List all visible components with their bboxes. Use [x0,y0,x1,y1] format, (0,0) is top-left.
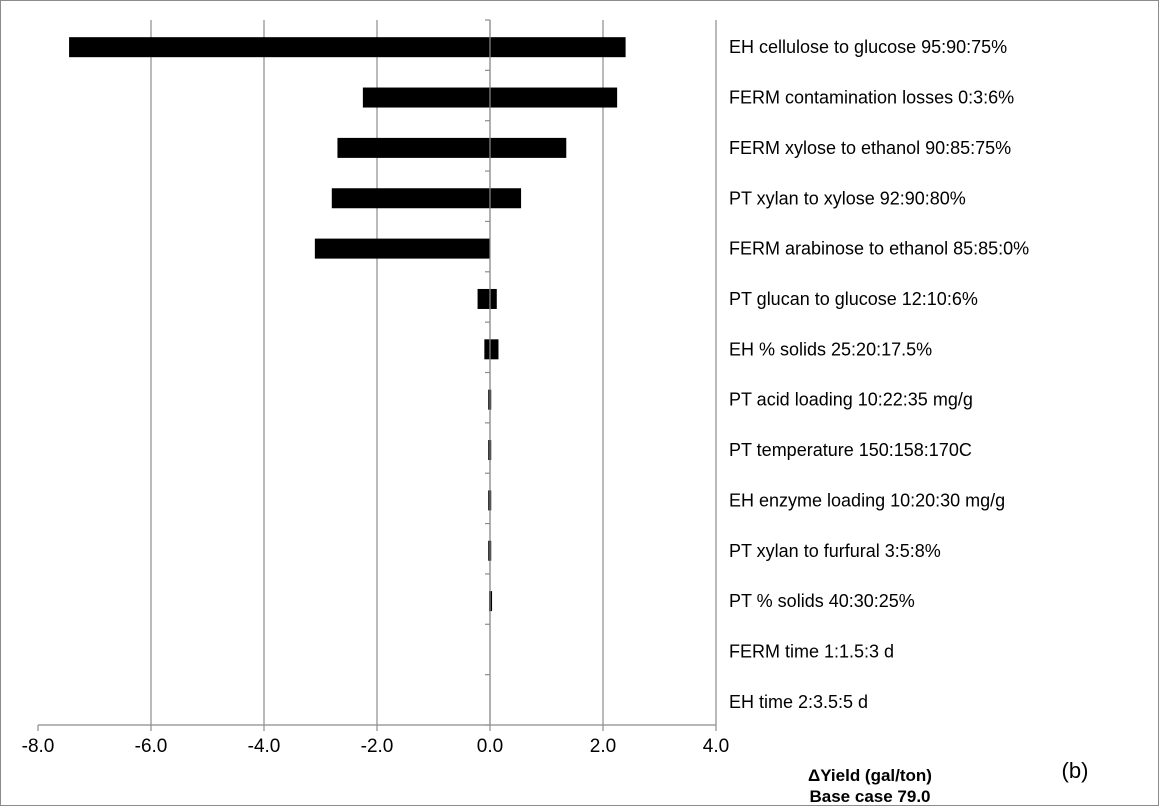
category-label: FERM arabinose to ethanol 85:85:0% [729,239,1029,259]
axes [37,19,717,731]
category-label: PT xylan to furfural 3:5:8% [729,541,941,561]
x-tick-label: -8.0 [22,736,55,757]
category-label: EH time 2:3.5:5 d [729,692,868,712]
bars [69,37,626,612]
category-label: FERM xylose to ethanol 90:85:75% [729,138,1011,158]
bar [484,339,499,360]
x-tick-label: -2.0 [361,736,394,757]
category-label: PT temperature 150:158:170C [729,440,972,460]
gridlines [150,20,717,725]
bar [331,188,522,209]
bar [477,288,497,309]
x-axis-label: ΔYield (gal/ton) [808,766,932,785]
category-label: EH cellulose to glucose 95:90:75% [729,37,1007,57]
x-tick-label: 2.0 [590,736,616,757]
x-tick-label: -4.0 [248,736,281,757]
category-label: FERM time 1:1.5:3 d [729,641,894,661]
base-case-label: Base case 79.0 [810,787,931,806]
category-label: PT % solids 40:30:25% [729,591,915,611]
category-label: PT xylan to xylose 92:90:80% [729,188,966,208]
category-label: FERM contamination losses 0:3:6% [729,88,1014,108]
category-label: PT acid loading 10:22:35 mg/g [729,390,973,410]
bar [314,238,490,259]
x-tick-labels: -8.0 -6.0 -4.0 -2.0 0.0 2.0 4.0 [22,736,730,757]
x-tick-label: 4.0 [703,736,729,757]
category-label: EH enzyme loading 10:20:30 mg/g [729,490,1005,510]
x-tick-label: -6.0 [135,736,168,757]
x-tick-label: 0.0 [477,736,503,757]
category-label: PT glucan to glucose 12:10:6% [729,289,978,309]
panel-label: (b) [1062,758,1089,783]
category-label: EH % solids 25:20:17.5% [729,339,932,359]
bar [337,137,567,158]
category-labels: EH cellulose to glucose 95:90:75% FERM co… [729,37,1029,712]
bar [69,37,626,58]
